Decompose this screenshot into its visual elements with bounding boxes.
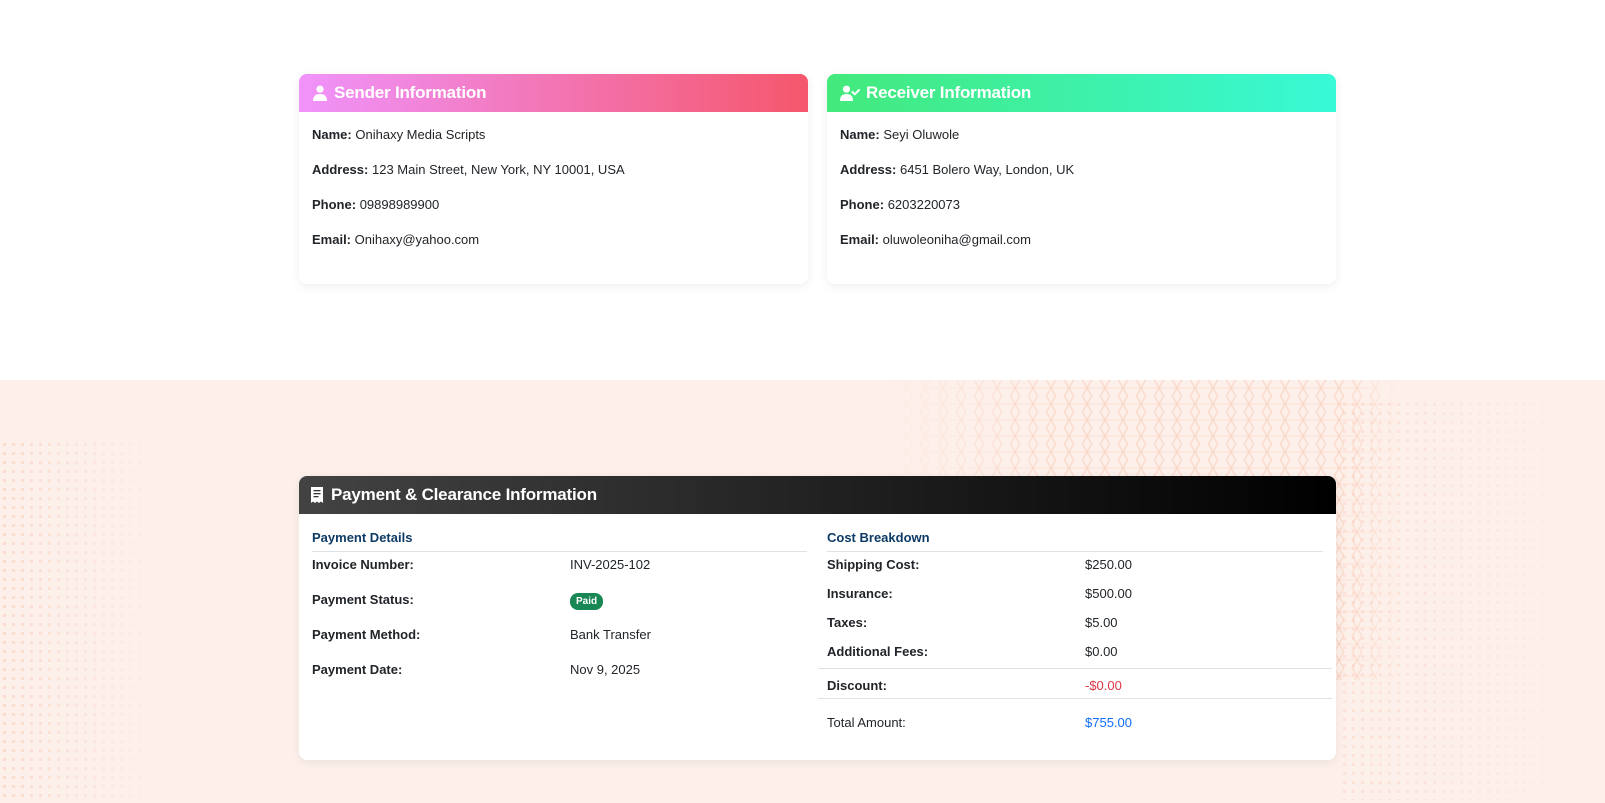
sender-email-row: Email: Onihaxy@yahoo.com [312, 231, 795, 249]
payment-method-value: Bank Transfer [570, 627, 651, 642]
divider [818, 698, 1332, 699]
payment-status-label: Payment Status: [312, 592, 414, 607]
sender-address-row: Address: 123 Main Street, New York, NY 1… [312, 161, 795, 179]
total-amount-value: $755.00 [1085, 715, 1132, 730]
payment-card-title: Payment & Clearance Information [331, 485, 597, 504]
field-label: Phone: [312, 197, 357, 212]
field-label: Name: [312, 127, 352, 142]
taxes-value: $5.00 [1085, 615, 1118, 630]
receiver-phone: 6203220073 [887, 197, 960, 212]
receiver-phone-row: Phone: 6203220073 [840, 196, 1323, 214]
field-label: Name: [840, 127, 880, 142]
receiver-name: Seyi Oluwole [883, 127, 960, 142]
payment-details-title: Payment Details [312, 514, 807, 552]
payment-date-label: Payment Date: [312, 662, 403, 677]
user-icon [312, 85, 328, 101]
cost-breakdown-table: Shipping Cost: $250.00 Insurance: $500.00 … [818, 552, 1332, 730]
table-row: Payment Date: Nov 9, 2025 [312, 657, 807, 692]
receiver-card-title: Receiver Information [866, 83, 1032, 102]
table-row: Insurance: $500.00 [827, 581, 1323, 610]
sender-email: Onihaxy@yahoo.com [354, 232, 480, 247]
table-row: Taxes: $5.00 [827, 610, 1323, 639]
top-section: Sender Information Name: Onihaxy Media S… [0, 0, 1605, 380]
discount-label: Discount: [827, 678, 887, 693]
insurance-value: $500.00 [1085, 586, 1132, 601]
payment-details-table: Invoice Number: INV-2025-102 Payment Stat… [312, 552, 807, 692]
user-check-icon [840, 85, 860, 101]
field-label: Address: [840, 162, 897, 177]
table-row: Invoice Number: INV-2025-102 [312, 552, 807, 587]
status-badge: Paid [570, 593, 604, 610]
total-row: Total Amount: $755.00 [827, 699, 1323, 730]
field-label: Address: [312, 162, 369, 177]
taxes-label: Taxes: [827, 615, 868, 630]
sender-phone: 09898989900 [359, 197, 440, 212]
cost-breakdown-column: Cost Breakdown Shipping Cost: $250.00 Ins… [818, 514, 1332, 730]
receiver-info-card: Receiver Information Name: Seyi Oluwole … [827, 74, 1336, 284]
payment-card-header: Payment & Clearance Information [299, 476, 1336, 514]
shipping-cost-label: Shipping Cost: [827, 557, 920, 572]
sender-info-list: Name: Onihaxy Media Scripts Address: 123… [299, 112, 808, 249]
payment-date-value: Nov 9, 2025 [570, 662, 641, 677]
receiver-email: oluwoleoniha@gmail.com [882, 232, 1031, 247]
sender-name: Onihaxy Media Scripts [355, 127, 486, 142]
receiver-email-row: Email: oluwoleoniha@gmail.com [840, 231, 1323, 249]
invoice-number-label: Invoice Number: [312, 557, 414, 572]
receiver-address: 6451 Bolero Way, London, UK [899, 162, 1075, 177]
dot-pattern-decoration [1340, 400, 1605, 800]
receiver-name-row: Name: Seyi Oluwole [840, 126, 1323, 144]
field-label: Email: [312, 232, 352, 247]
payment-details-column: Payment Details Invoice Number: INV-2025-… [312, 514, 807, 692]
sender-card-title: Sender Information [334, 83, 487, 102]
discount-row: Discount: -$0.00 [827, 669, 1323, 698]
table-row: Payment Method: Bank Transfer [312, 622, 807, 657]
sender-info-card: Sender Information Name: Onihaxy Media S… [299, 74, 808, 284]
payment-info-card: Payment & Clearance Information Payment … [299, 476, 1336, 760]
dot-pattern-decoration [0, 440, 170, 803]
discount-value: -$0.00 [1085, 678, 1122, 693]
cost-breakdown-title: Cost Breakdown [827, 514, 1323, 552]
insurance-label: Insurance: [827, 586, 893, 601]
payment-card-body: Payment Details Invoice Number: INV-2025-… [299, 514, 1336, 760]
sender-phone-row: Phone: 09898989900 [312, 196, 795, 214]
table-row: Shipping Cost: $250.00 [827, 552, 1323, 581]
sender-card-header: Sender Information [299, 74, 808, 112]
receiver-info-list: Name: Seyi Oluwole Address: 6451 Bolero … [827, 112, 1336, 249]
shipping-cost-value: $250.00 [1085, 557, 1132, 572]
receiver-card-header: Receiver Information [827, 74, 1336, 112]
payment-method-label: Payment Method: [312, 627, 421, 642]
total-amount-label: Total Amount: [827, 715, 906, 730]
sender-name-row: Name: Onihaxy Media Scripts [312, 126, 795, 144]
field-label: Phone: [840, 197, 885, 212]
additional-fees-label: Additional Fees: [827, 644, 929, 659]
invoice-number-value: INV-2025-102 [570, 557, 651, 572]
receiver-address-row: Address: 6451 Bolero Way, London, UK [840, 161, 1323, 179]
field-label: Email: [840, 232, 880, 247]
divider [818, 668, 1332, 669]
receipt-icon [311, 487, 325, 503]
sender-address: 123 Main Street, New York, NY 10001, USA [371, 162, 625, 177]
additional-fees-value: $0.00 [1085, 644, 1118, 659]
table-row: Additional Fees: $0.00 [827, 639, 1323, 668]
table-row: Payment Status: Paid [312, 587, 807, 622]
